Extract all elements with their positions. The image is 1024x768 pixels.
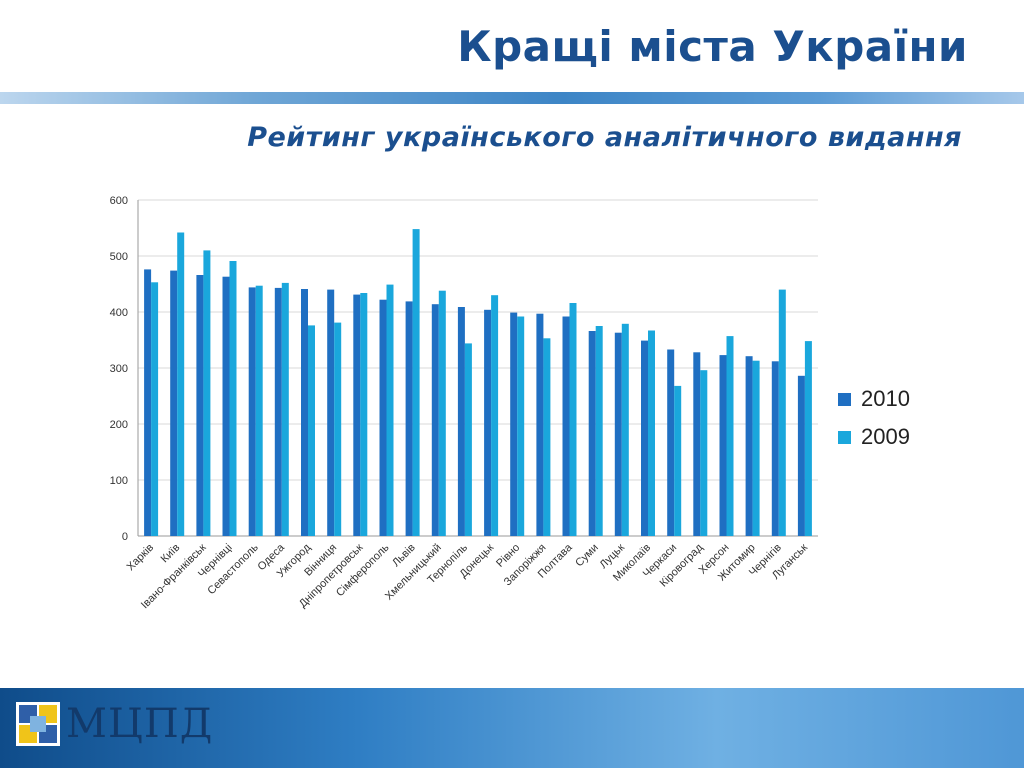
bar-2009 (543, 338, 551, 536)
bar-2010 (719, 355, 727, 536)
bars (144, 229, 812, 536)
bar-2009 (648, 330, 655, 536)
y-tick-label: 0 (122, 531, 128, 543)
bar-2010 (431, 304, 439, 536)
bar-chart: 0 100 200 300 400 500 600 Харків КиївІвано-Фран… (110, 195, 818, 611)
bar-2010 (484, 309, 492, 536)
bar-2010 (196, 275, 204, 536)
chart-legend: 2010 2009 (838, 380, 910, 456)
x-axis-ticks: Харків КиївІвано-ФранківськЧернівціСеваст… (125, 541, 811, 611)
bar-2009 (177, 232, 185, 536)
bar-2010 (405, 301, 413, 536)
bar-2010 (222, 276, 230, 536)
bar-2010 (457, 307, 465, 536)
y-tick-label: 500 (110, 251, 128, 263)
bar-2009 (334, 322, 342, 536)
bar-2010 (745, 356, 753, 536)
legend-item-2009: 2009 (838, 418, 910, 456)
bar-2009 (491, 295, 499, 536)
bar-2009 (203, 250, 211, 536)
bar-2009 (674, 385, 682, 536)
bar-2010 (693, 352, 701, 536)
bar-2009 (255, 285, 263, 536)
bar-2009 (151, 282, 159, 536)
slide-subtitle: Рейтинг українського аналітичного виданн… (247, 122, 962, 153)
legend-swatch-2010 (838, 392, 851, 406)
bar-2009 (412, 229, 420, 536)
bar-2009 (804, 341, 812, 536)
bar-2009 (360, 293, 368, 536)
x-tick-label: Суми (573, 542, 601, 570)
bar-2010 (562, 316, 570, 536)
bar-2009 (438, 290, 446, 536)
bar-2009 (569, 303, 577, 536)
bar-2010 (144, 269, 152, 536)
bar-2010 (327, 289, 335, 536)
bar-2009 (464, 343, 472, 536)
bar-2009 (726, 336, 734, 536)
bar-2009 (595, 326, 603, 536)
bar-2009 (778, 289, 786, 536)
y-axis-ticks: 0 100 200 300 400 500 600 (110, 195, 128, 543)
bar-2010 (353, 294, 361, 536)
bar-2009 (308, 325, 315, 536)
logo-text: МЦПД (66, 701, 214, 747)
bar-2010 (797, 375, 805, 536)
legend-label: 2010 (861, 386, 910, 411)
bar-2009 (281, 282, 289, 536)
bar-2009 (517, 316, 525, 536)
y-tick-label: 300 (110, 363, 128, 375)
legend-swatch-2009 (838, 430, 851, 444)
bar-2010 (641, 340, 648, 536)
y-tick-label: 400 (110, 307, 128, 319)
x-tick-label: Харків (125, 542, 157, 574)
footer-band (0, 688, 1024, 768)
slide-title: Кращі міста України (457, 22, 968, 71)
organization-logo: МЦПД (16, 702, 213, 746)
legend-label: 2009 (861, 424, 910, 449)
title-divider-band (0, 92, 1024, 104)
bar-2010 (170, 270, 178, 536)
bar-2010 (536, 313, 544, 536)
bar-2010 (771, 361, 779, 536)
grid-lines (137, 199, 818, 537)
bar-2010 (510, 312, 518, 536)
y-tick-label: 100 (110, 475, 128, 487)
bar-2010 (301, 289, 308, 536)
legend-item-2010: 2010 (838, 380, 910, 418)
bar-2010 (614, 332, 622, 536)
bar-2009 (229, 261, 237, 536)
bar-2010 (274, 287, 282, 536)
bar-2010 (588, 331, 596, 536)
bar-2009 (621, 323, 629, 536)
bar-2010 (379, 299, 387, 536)
bar-2009 (700, 370, 708, 536)
bar-2009 (386, 284, 394, 536)
logo-emblem-icon (16, 702, 60, 746)
bar-2010 (667, 349, 675, 536)
bar-2010 (248, 287, 256, 536)
bar-2009 (752, 360, 760, 536)
y-tick-label: 600 (110, 195, 128, 207)
y-tick-label: 200 (110, 419, 128, 431)
